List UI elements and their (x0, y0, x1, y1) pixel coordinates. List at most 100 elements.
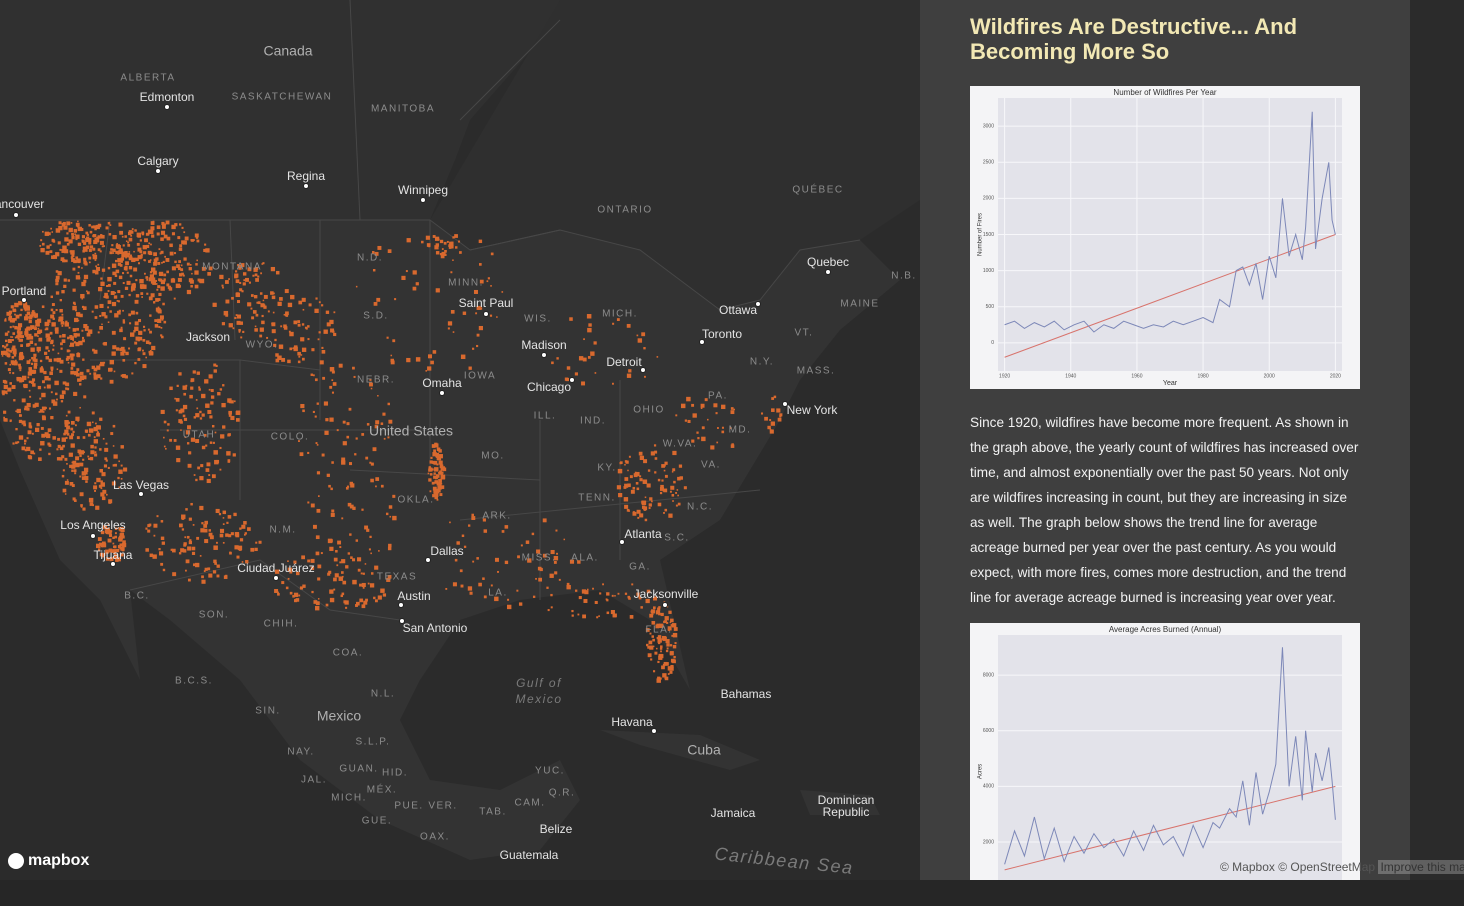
fire-point (28, 317, 31, 320)
fire-point (648, 507, 651, 509)
fire-point (69, 345, 71, 347)
fire-point (145, 548, 149, 552)
fire-point (659, 623, 664, 629)
city-label: Jamaica (711, 806, 756, 820)
improve-link[interactable]: Improve this map (1378, 860, 1464, 874)
fire-point (243, 279, 246, 282)
fire-point (70, 357, 74, 361)
fire-point (336, 564, 339, 567)
fire-point (454, 234, 458, 238)
fire-point (149, 259, 152, 261)
fire-point (90, 444, 94, 449)
fire-point (114, 313, 119, 318)
fire-point (611, 382, 614, 385)
fire-point (64, 429, 69, 434)
fire-point (92, 234, 97, 238)
fire-point (333, 577, 337, 582)
fire-point (461, 534, 465, 538)
fire-point (606, 592, 610, 596)
fire-point (120, 528, 125, 533)
fire-point (687, 419, 691, 424)
fire-point (185, 569, 187, 572)
fire-point (341, 592, 345, 596)
fire-point (313, 600, 318, 604)
fire-point (684, 419, 688, 422)
fire-point (764, 416, 768, 421)
mapbox-logo[interactable]: mapbox (8, 852, 89, 870)
fire-point (330, 512, 335, 517)
fire-point (14, 318, 17, 321)
fire-point (564, 377, 569, 381)
fire-point (37, 350, 40, 353)
fire-point (192, 524, 195, 526)
fire-point (310, 503, 315, 508)
fire-point (61, 390, 66, 395)
fire-point (388, 419, 393, 424)
fire-point (62, 444, 65, 448)
fire-point (191, 239, 194, 242)
fire-point (152, 554, 157, 559)
fire-point (52, 317, 55, 320)
fire-point (30, 325, 35, 330)
fire-point (450, 271, 453, 274)
fire-point (191, 551, 196, 556)
fire-point (72, 301, 76, 305)
fire-point (262, 299, 265, 302)
fire-point (61, 325, 64, 327)
fire-point (383, 437, 386, 440)
fire-point (47, 442, 51, 446)
fire-point (148, 523, 152, 527)
fire-point (99, 250, 102, 253)
fire-point (75, 342, 80, 347)
fire-point (101, 496, 106, 501)
fire-point (136, 258, 139, 262)
x-tick-label: 1940 (1065, 373, 1076, 379)
fire-point (171, 224, 176, 230)
fire-point (84, 472, 86, 475)
fire-point (366, 423, 370, 426)
fire-point (55, 282, 59, 286)
fire-point (114, 259, 118, 263)
fire-point (468, 524, 471, 527)
fire-point (312, 374, 315, 377)
fire-point (56, 448, 59, 451)
fire-point (101, 268, 106, 272)
fire-point (670, 658, 675, 663)
fire-point (329, 385, 333, 389)
fire-point (435, 288, 440, 293)
fire-point (81, 239, 85, 243)
fire-point (150, 221, 155, 225)
fire-point (27, 371, 32, 376)
fire-point (161, 335, 164, 339)
fire-point (345, 486, 349, 490)
fire-point (315, 601, 320, 606)
fire-point (12, 350, 17, 355)
fire-point (142, 325, 146, 328)
fire-point (375, 420, 380, 425)
fire-point (370, 572, 374, 575)
fire-point (193, 416, 197, 419)
fire-point (64, 457, 68, 461)
fire-point (289, 347, 293, 351)
fire-point (160, 536, 165, 541)
city-dot (640, 367, 646, 373)
fire-point (28, 333, 32, 338)
fire-point (618, 493, 623, 498)
fire-point (16, 408, 21, 414)
fire-point (228, 278, 230, 280)
fire-point (40, 247, 45, 253)
fire-point (88, 497, 94, 503)
fire-point (119, 328, 123, 333)
fire-point (46, 245, 50, 249)
fire-point (648, 640, 653, 645)
fire-point (658, 606, 661, 609)
y-tick-label: 500 (986, 304, 995, 310)
fire-point (68, 350, 71, 352)
fire-point (47, 232, 51, 236)
fire-point (84, 471, 88, 475)
fire-point (69, 435, 74, 440)
fire-point (219, 388, 223, 391)
fire-point (542, 518, 547, 523)
fire-point (254, 273, 258, 277)
fire-point (43, 370, 47, 375)
